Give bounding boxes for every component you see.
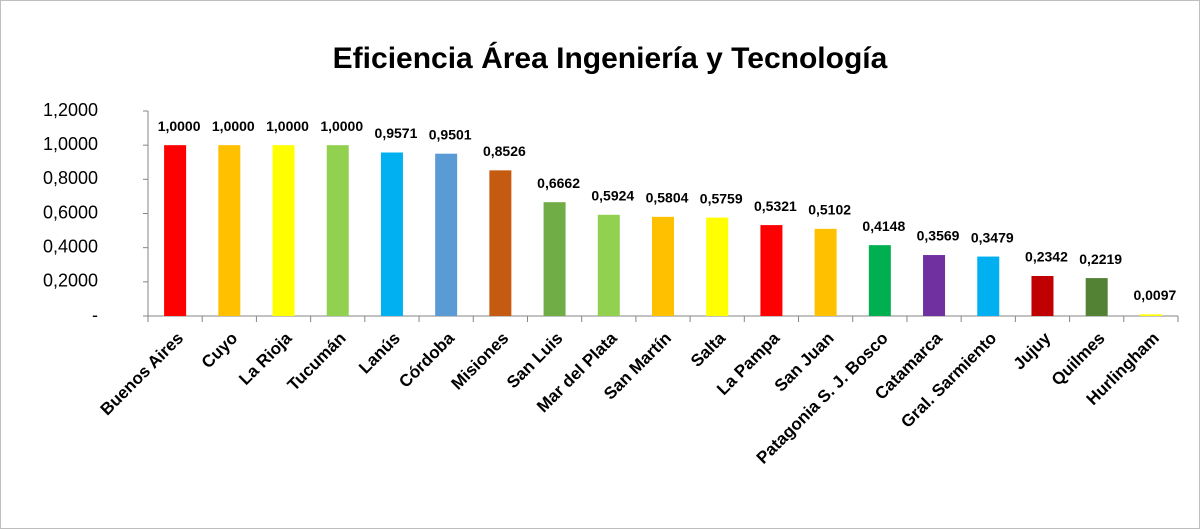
bar (1085, 278, 1108, 316)
value-label: 1,0000 (158, 118, 201, 134)
value-label: 0,5804 (646, 190, 689, 206)
y-tick-label: 1,0000 (43, 134, 98, 154)
y-tick-label: - (92, 305, 98, 325)
y-tick-label: 0,2000 (43, 271, 98, 291)
value-label: 0,2342 (1025, 249, 1068, 265)
bar (435, 153, 458, 316)
value-label: 0,5102 (808, 202, 851, 218)
bar (543, 202, 566, 316)
chart-title: Eficiencia Área Ingeniería y Tecnología (333, 41, 888, 75)
y-tick-label: 1,2000 (43, 100, 98, 120)
value-label: 0,5924 (591, 188, 634, 204)
value-label: 0,5759 (700, 190, 743, 206)
value-label: 0,9571 (375, 125, 418, 141)
y-tick-label: 0,6000 (43, 202, 98, 222)
value-label: 0,2219 (1079, 251, 1122, 267)
value-label: 1,0000 (212, 118, 255, 134)
y-tick-label: 0,8000 (43, 168, 98, 188)
bar (977, 256, 1000, 316)
bar (380, 152, 403, 316)
bar (597, 214, 620, 316)
bar (1139, 314, 1162, 316)
bar (272, 145, 295, 316)
value-label: 0,3569 (917, 228, 960, 244)
bar (814, 228, 837, 316)
bar (760, 225, 783, 316)
value-label: 0,9501 (429, 126, 472, 142)
value-label: 0,5321 (754, 198, 797, 214)
value-label: 1,0000 (266, 118, 309, 134)
y-tick-label: 0,4000 (43, 236, 98, 256)
bar (868, 245, 891, 316)
value-label: 0,8526 (483, 143, 526, 159)
bar (326, 145, 349, 316)
bar (164, 145, 187, 316)
bar (218, 145, 241, 316)
bar (489, 170, 512, 316)
value-label: 0,3479 (971, 229, 1014, 245)
value-label: 0,0097 (1133, 287, 1176, 303)
bar (1031, 275, 1054, 316)
bar (706, 217, 729, 316)
value-label: 1,0000 (320, 118, 363, 134)
bar (652, 216, 674, 316)
value-label: 0,4148 (862, 218, 905, 234)
value-label: 0,6662 (537, 175, 580, 191)
bar (923, 255, 946, 316)
